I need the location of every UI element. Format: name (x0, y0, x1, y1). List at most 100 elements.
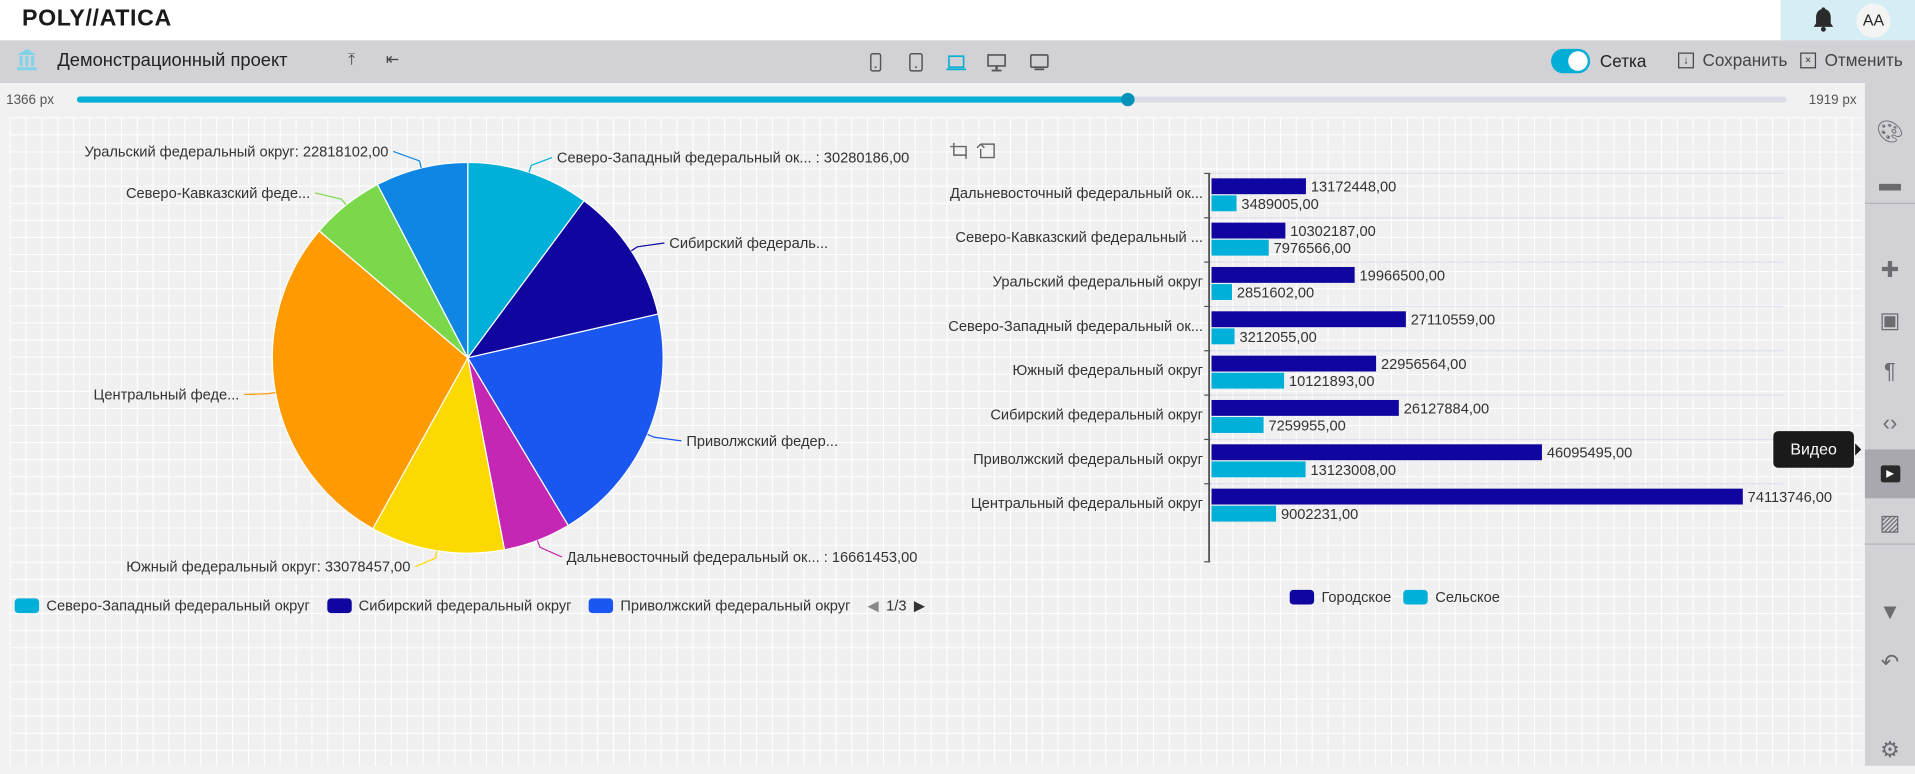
next-page-icon[interactable]: ▶ (913, 597, 926, 615)
editor-toolbar: Демонстрационный проект ⤒ ⇤ Сетка ↓ Сохр… (0, 40, 1915, 84)
pie-data-label: Центральный феде... (94, 387, 240, 403)
code-icon[interactable]: ‹› (1882, 409, 1898, 435)
category-label: Северо-Кавказский федеральный ... (955, 230, 1203, 246)
category-label: Дальневосточный федеральный ок... (950, 186, 1203, 202)
sidebar-divider (1864, 543, 1915, 545)
bar-data-label: 10302187,00 (1290, 224, 1376, 240)
bar-urban[interactable] (1211, 311, 1406, 328)
cancel-label: Отменить (1824, 50, 1903, 70)
tablet-icon[interactable] (909, 53, 924, 73)
image-icon[interactable]: ▨ (1879, 509, 1901, 535)
bar-rural[interactable] (1211, 417, 1264, 433)
bar-rural[interactable] (1211, 461, 1306, 478)
bar-urban[interactable] (1211, 444, 1542, 461)
legend-swatch (326, 598, 352, 614)
avatar[interactable]: AA (1856, 3, 1891, 38)
charts-layer: Северо-Западный федеральный ок... : 3028… (84, 142, 1832, 576)
pie-data-label: Сибирский федераль... (669, 236, 828, 252)
chart-toolbar (950, 142, 995, 159)
svg-icon[interactable]: ▣ (1879, 307, 1901, 332)
save-button[interactable]: ↓ Сохранить (1678, 50, 1787, 70)
paragraph-icon[interactable]: ¶ (1884, 358, 1896, 383)
category-label: Центральный федеральный округ (971, 496, 1203, 512)
category-label: Приволжский федеральный округ (973, 452, 1203, 468)
collapse-icon[interactable]: ⇤ (385, 50, 400, 69)
bar-data-label: 10121893,00 (1289, 374, 1375, 390)
legend-item[interactable]: Сельское (1403, 589, 1500, 606)
bar-urban[interactable] (1211, 222, 1286, 239)
category-label: Уральский федеральный округ (993, 275, 1203, 291)
bar-rural[interactable] (1211, 195, 1237, 212)
bar-rural[interactable] (1211, 328, 1235, 345)
desktop-icon[interactable] (987, 54, 1007, 72)
pie-label-line (630, 242, 665, 252)
legend-item[interactable]: Сибирский федеральный округ (326, 597, 572, 615)
video-icon[interactable]: ▶ (1864, 449, 1915, 499)
toggle-knob (1568, 51, 1588, 71)
settings-icon[interactable]: ⚙ (1880, 737, 1900, 762)
bar-urban[interactable] (1211, 488, 1743, 505)
pie-data-label: Южный федеральный округ: 33078457,00 (126, 560, 410, 576)
legend-swatch (588, 598, 614, 614)
legend-item[interactable]: Городское (1289, 589, 1391, 606)
prev-page-icon[interactable]: ◀ (867, 597, 879, 615)
bar-urban[interactable] (1211, 266, 1355, 283)
bell-icon[interactable] (1812, 6, 1834, 33)
bar-data-label: 13172448,00 (1311, 180, 1396, 196)
bar-urban[interactable] (1211, 178, 1306, 195)
puzzle-icon[interactable]: ✚ (1880, 257, 1900, 282)
bar-data-label: 19966500,00 (1360, 268, 1445, 284)
pie-data-label: Северо-Западный федеральный ок... : 3028… (557, 150, 909, 166)
reset-icon[interactable] (976, 143, 995, 159)
bar-data-label: 7976566,00 (1274, 241, 1351, 257)
wide-monitor-icon[interactable] (1029, 54, 1050, 72)
pie-slice[interactable] (376, 161, 469, 359)
upload-icon[interactable]: ⤒ (348, 50, 356, 69)
pie-slice[interactable] (466, 199, 659, 359)
phone-icon[interactable] (870, 53, 882, 73)
bar-rural[interactable] (1211, 505, 1277, 522)
project-title: Демонстрационный проект (57, 50, 288, 71)
legend-swatch (1403, 589, 1428, 605)
bar-data-label: 9002231,00 (1281, 507, 1358, 523)
bar-urban[interactable] (1211, 399, 1399, 416)
bar-data-label: 26127884,00 (1404, 401, 1489, 417)
crop-icon[interactable] (950, 142, 967, 159)
palette-icon[interactable]: 🎨︎ (1875, 119, 1904, 144)
width-slider-thumb[interactable] (1120, 92, 1135, 107)
sidebar-divider (1864, 202, 1915, 204)
bar-legend: Городское Сельское (1289, 589, 1500, 606)
bar-chart: Дальневосточный федеральный ок... 1317244… (948, 172, 1832, 563)
top-bar: POLY//ATICA AA (0, 0, 1915, 41)
grid-toggle[interactable] (1551, 48, 1591, 74)
legend-item[interactable]: Приволжский федеральный округ (588, 597, 850, 614)
bar-data-label: 74113746,00 (1748, 490, 1832, 506)
pie-legend: Северо-Западный федеральный округ Сибирс… (14, 597, 926, 615)
laptop-icon[interactable] (946, 55, 967, 71)
logo: POLY//ATICA (21, 6, 172, 32)
pie-data-label: Уральский федеральный округ: 22818102,00 (84, 144, 388, 160)
legend-pager: ◀ 1/3 ▶ (868, 597, 926, 614)
undo-icon[interactable]: ↶ (1880, 649, 1900, 674)
bar-rural[interactable] (1211, 372, 1285, 389)
save-icon: ↓ (1678, 51, 1694, 68)
bar-urban[interactable] (1211, 355, 1377, 372)
pie-slice[interactable] (467, 161, 585, 360)
legend-swatch (1289, 589, 1315, 605)
bar-data-label: 46095495,00 (1547, 446, 1633, 462)
filter-icon[interactable]: ▼ (1879, 599, 1901, 624)
category-label: Сибирский федеральный округ (990, 408, 1203, 424)
bar-data-label: 3212055,00 (1239, 330, 1316, 346)
bar-data-label: 2851602,00 (1237, 286, 1314, 302)
min-width-label: 1366 px (6, 92, 54, 108)
bar-data-label: 13123008,00 (1310, 463, 1396, 479)
legend-item[interactable]: Северо-Западный федеральный округ (14, 597, 310, 614)
layers-icon[interactable]: ▬ (1878, 170, 1901, 195)
legend-swatch (14, 598, 40, 614)
cancel-button[interactable]: × Отменить (1800, 50, 1903, 70)
pie-data-label: Северо-Кавказский феде... (126, 186, 310, 202)
bar-rural[interactable] (1211, 239, 1269, 256)
bar-rural[interactable] (1211, 284, 1232, 300)
legend-label: Сибирский федеральный округ (358, 597, 572, 615)
